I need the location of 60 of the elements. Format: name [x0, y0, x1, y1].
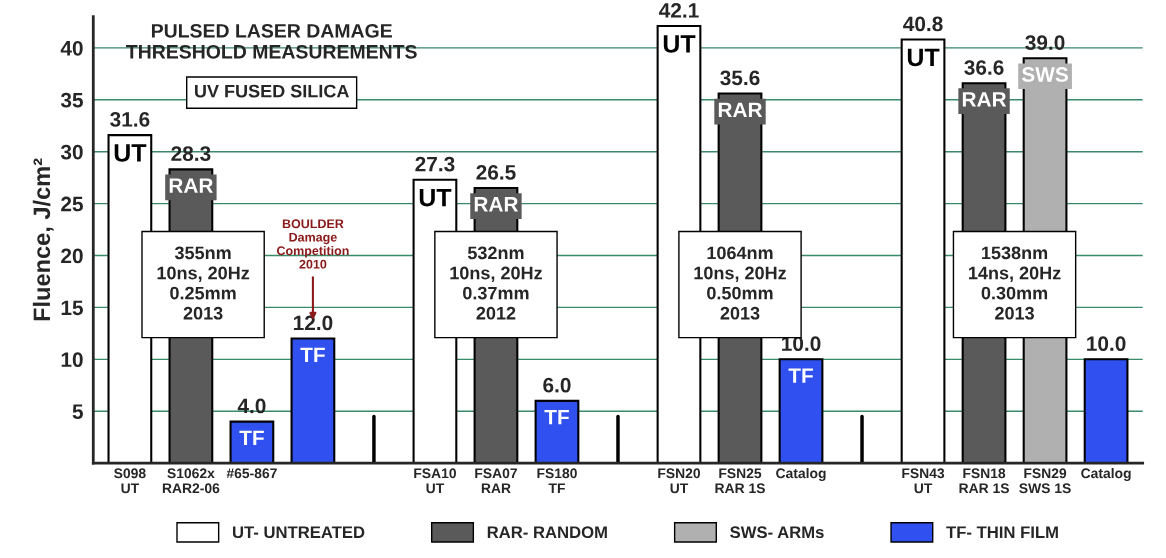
annotation: RAR	[962, 92, 1007, 107]
y-tick-label: 10	[61, 352, 83, 368]
data-label: 12.0	[293, 315, 333, 331]
annotation: 532nm 10ns, 20Hz 0.37mm 2012	[450, 246, 542, 320]
data-label: 39.0	[1025, 35, 1065, 51]
x-tick-label: FSN20 UT	[658, 468, 701, 494]
annotation: TF	[300, 347, 325, 362]
y-tick-label: 5	[72, 404, 83, 419]
annotation: TF	[788, 368, 813, 383]
annotation: UT	[663, 35, 696, 53]
x-tick-label: FSN43 UT	[902, 468, 945, 494]
annotation: TF	[239, 430, 264, 446]
y-tick-label: 25	[61, 196, 83, 212]
annotation: 1064nm 10ns, 20Hz 0.50mm 2013	[694, 246, 787, 320]
annotation: UT	[907, 48, 940, 67]
data-label: 27.3	[415, 156, 455, 172]
legend-label: SWS- ARMs	[730, 526, 824, 539]
text: PULSED LASER DAMAGE THRESHOLD MEASUREMENTS	[126, 23, 417, 59]
x-tick-label: FSN25 RAR 1S	[715, 468, 765, 494]
annotation: SWS	[1021, 67, 1068, 82]
y-tick-label: 40	[60, 40, 83, 56]
bar	[1083, 358, 1129, 464]
x-tick-label: Catalog	[1081, 468, 1131, 482]
x-tick-label: FSA07 RAR	[475, 468, 517, 494]
data-label: 4.0	[237, 398, 266, 414]
data-label: 36.6	[964, 60, 1004, 75]
y-tick-label: 20	[61, 248, 83, 264]
x-tick-label: Catalog	[776, 468, 826, 482]
data-label: 26.5	[476, 165, 516, 180]
x-tick-label: S1062x RAR2-06	[162, 468, 220, 494]
data-label: 31.6	[110, 112, 150, 127]
annotation: RAR	[474, 197, 519, 212]
text: UV FUSED SILICA	[195, 84, 349, 98]
annotation: BOULDER Damage Competition 2010	[276, 219, 349, 269]
annotation: RAR	[169, 178, 214, 193]
legend-label: UT- UNTREATED	[232, 526, 365, 539]
y-tick-label: 30	[60, 144, 83, 160]
y-axis-title: Fluence, J/cm²	[32, 158, 54, 321]
annotation: UT	[114, 144, 147, 162]
data-label: 40.8	[903, 16, 943, 32]
annotation: 1538nm 14ns, 20Hz 0.30mm 2013	[969, 246, 1061, 320]
data-label: 10.0	[1087, 336, 1126, 352]
x-tick-label: FSA10 UT	[414, 468, 456, 494]
x-tick-label: FS180 TF	[537, 468, 577, 494]
annotation: RAR	[718, 102, 763, 117]
y-tick-label: 15	[61, 300, 83, 316]
data-label: 6.0	[543, 377, 571, 393]
bar	[900, 38, 946, 464]
data-label: 42.1	[659, 3, 699, 18]
x-tick-label: FSN18 RAR 1S	[959, 468, 1009, 494]
legend-label: RAR- RANDOM	[487, 526, 607, 539]
data-label: 35.6	[720, 70, 760, 86]
legend-label: TF- THIN FILM	[946, 526, 1058, 538]
y-tick-label: 35	[60, 92, 83, 108]
x-tick-label: FSN29 SWS 1S	[1019, 468, 1071, 494]
x-tick-label: #65-867	[226, 468, 277, 479]
x-tick-label: S098 UT	[114, 468, 146, 494]
annotation: TF	[544, 409, 569, 425]
annotation: 355nm 10ns, 20Hz 0.25mm 2013	[157, 246, 250, 320]
annotation: UT	[419, 188, 452, 207]
